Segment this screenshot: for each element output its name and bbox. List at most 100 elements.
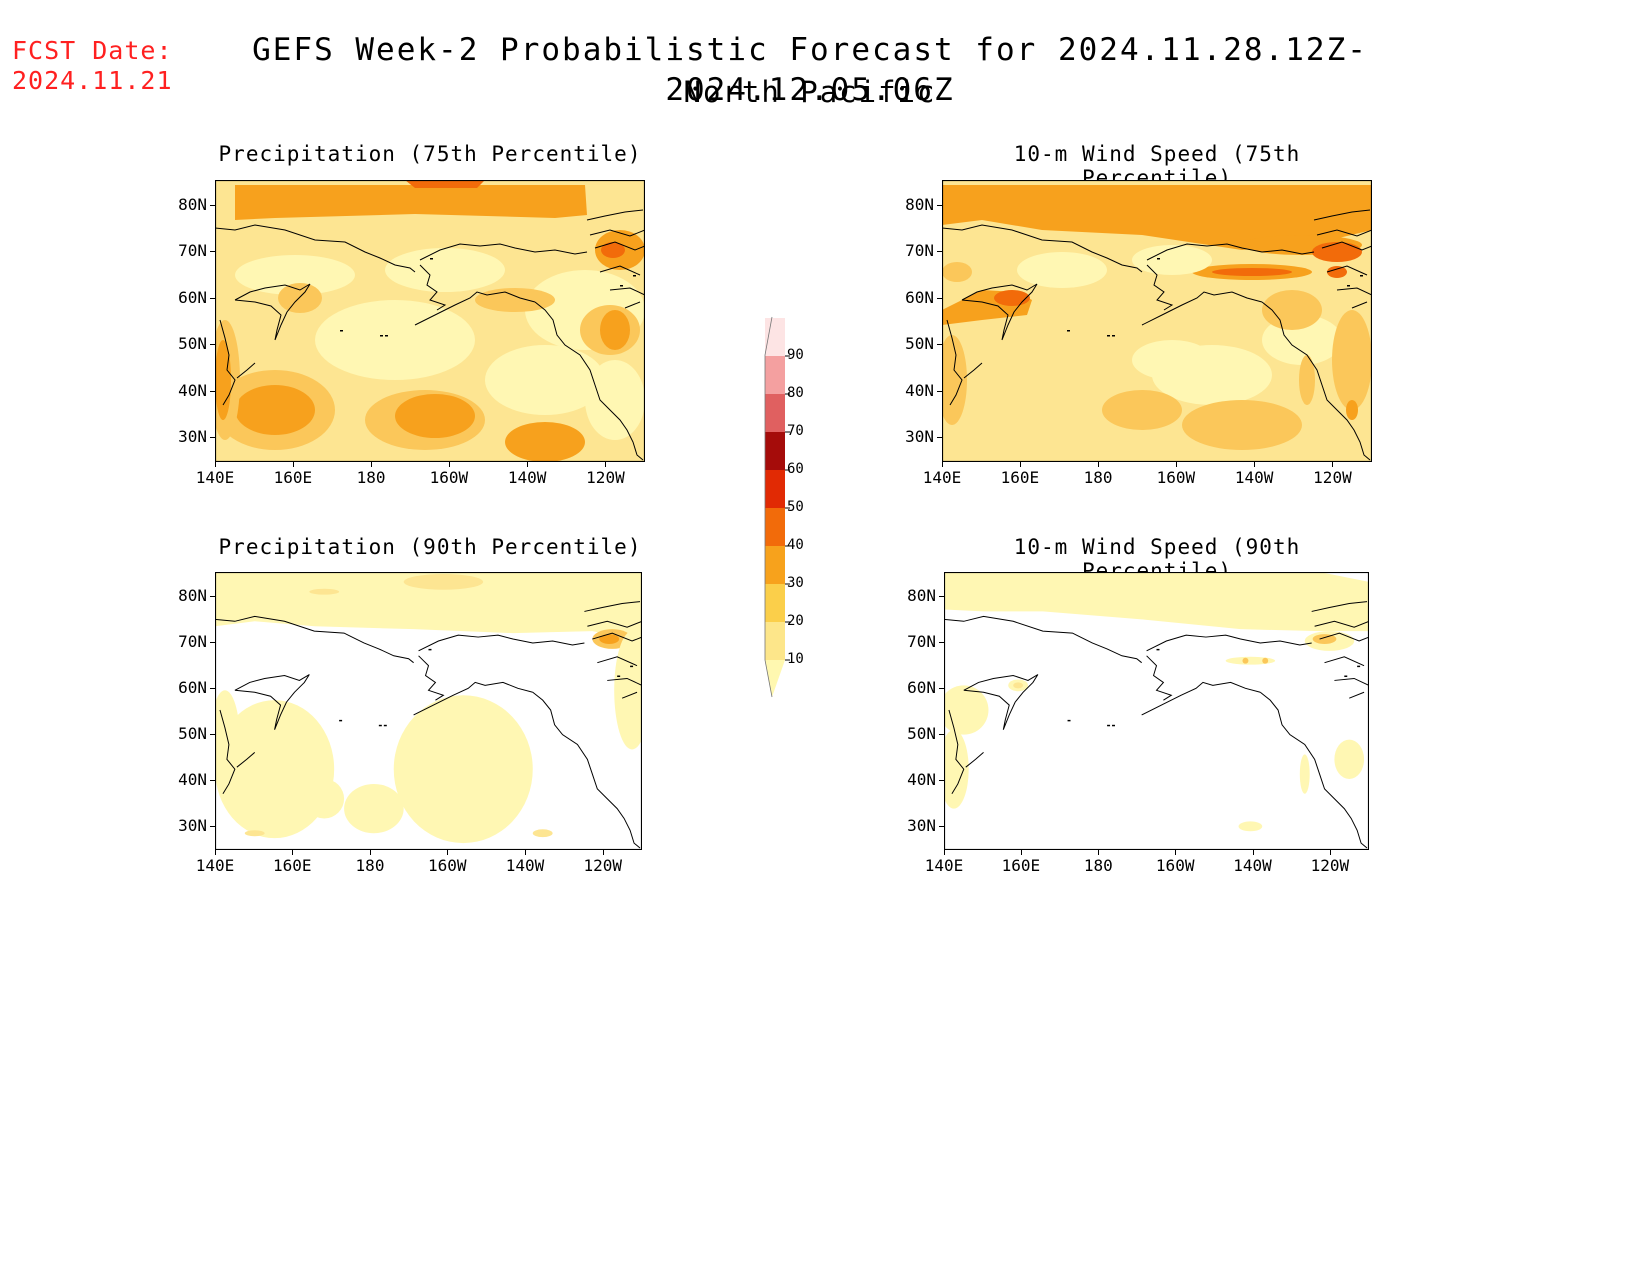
island <box>1067 719 1071 722</box>
coastline <box>1349 691 1365 699</box>
lat-tick-mark <box>939 825 944 827</box>
lat-tick-mark <box>937 437 942 439</box>
island <box>1067 330 1070 332</box>
colorbar <box>764 316 790 698</box>
coastline <box>965 752 984 768</box>
map-wind75 <box>942 180 1372 462</box>
lat-tick-mark <box>939 779 944 781</box>
island <box>339 719 343 722</box>
lat-tick-mark <box>210 344 215 346</box>
region-subtitle: North Pacific <box>683 75 937 109</box>
contour-fill <box>601 242 625 258</box>
lon-tick-mark <box>1098 850 1100 855</box>
coastline <box>414 291 536 326</box>
coastline <box>219 319 236 406</box>
island <box>378 724 382 727</box>
island <box>1157 258 1160 260</box>
lat-tick-label: 50N <box>178 724 207 744</box>
lat-tick-mark <box>210 390 215 392</box>
lat-tick-label: 70N <box>178 241 207 261</box>
contour-fill <box>1299 355 1315 405</box>
lon-tick-label: 120W <box>1310 856 1350 875</box>
contour-fill <box>505 422 585 462</box>
lon-tick-label: 120W <box>586 468 625 487</box>
fcst-date-value: 2024.11.21 <box>12 66 173 95</box>
lon-tick-label: 180 <box>355 856 385 875</box>
lat-tick-label: 30N <box>907 815 936 835</box>
coastline <box>1351 301 1368 309</box>
lon-tick-label: 140E <box>195 468 235 487</box>
contour-fill <box>1312 634 1337 644</box>
contour-fill <box>1132 340 1212 380</box>
lat-tick-label: 30N <box>178 815 207 835</box>
colorbar-level-label: 50 <box>787 499 804 515</box>
island <box>1344 675 1348 677</box>
lat-tick-label: 60N <box>178 678 207 698</box>
coastline <box>1146 634 1312 652</box>
lon-tick-mark <box>602 850 604 855</box>
island <box>1357 665 1361 668</box>
coastline <box>1321 241 1372 251</box>
map-frame <box>944 572 1369 850</box>
contour-fill <box>1299 754 1310 794</box>
lon-tick-label: 180 <box>1083 856 1113 875</box>
island <box>633 275 636 277</box>
coastline <box>418 655 445 701</box>
coastline <box>1311 601 1368 612</box>
contour-fill <box>944 685 989 735</box>
coastline <box>1146 243 1315 261</box>
lat-tick-label: 60N <box>178 287 207 307</box>
island <box>1107 335 1110 337</box>
lon-tick-mark <box>1332 462 1334 467</box>
coastline <box>963 674 1039 730</box>
coastline <box>586 209 644 221</box>
contour-fill <box>1262 290 1322 330</box>
lat-tick-mark <box>939 688 944 690</box>
coastline <box>215 615 414 664</box>
coastline <box>1336 287 1372 296</box>
contour-fill <box>215 700 335 839</box>
main-title: GEFS Week-2 Probabilistic Forecast for 2… <box>252 32 1368 108</box>
coastline <box>1146 264 1174 311</box>
lat-tick-label: 30N <box>905 427 934 447</box>
coastline <box>1316 229 1372 237</box>
island <box>1107 724 1111 727</box>
lat-tick-mark <box>210 688 215 690</box>
coastline <box>1141 291 1263 326</box>
contour-fill <box>1312 242 1362 262</box>
lon-tick-mark <box>215 462 216 467</box>
coastline <box>589 229 645 237</box>
colorbar-level-label: 80 <box>787 385 804 401</box>
contour-fill <box>1013 682 1024 689</box>
map-wind90 <box>944 572 1369 850</box>
contour-fill <box>614 631 642 750</box>
lat-tick-label: 80N <box>178 586 207 606</box>
lon-tick-label: 140W <box>1233 856 1272 875</box>
lon-tick-label: 180 <box>1083 468 1113 487</box>
coastline <box>942 224 1143 273</box>
lat-tick-mark <box>210 204 215 206</box>
lat-tick-label: 60N <box>905 287 934 307</box>
contour-fill <box>600 310 630 350</box>
contour-fill <box>235 255 355 295</box>
coastline <box>419 243 588 261</box>
lon-tick-label: 160E <box>1000 468 1040 487</box>
contour-fill <box>235 185 587 220</box>
lat-tick-label: 80N <box>907 586 936 606</box>
island <box>617 675 621 677</box>
contour-fill <box>485 345 605 415</box>
coastline <box>1334 677 1369 686</box>
lon-tick-label: 160W <box>429 468 469 487</box>
lon-tick-mark <box>1175 850 1177 855</box>
coastline <box>961 283 1038 341</box>
fcst-date-block: FCST Date: 2024.11.21 <box>12 36 173 96</box>
contour-fill <box>1238 821 1263 832</box>
coastline <box>532 691 641 849</box>
coastline <box>946 319 963 406</box>
contour-fill <box>1212 268 1292 276</box>
coastline <box>1324 656 1365 667</box>
coastline <box>1319 632 1369 642</box>
coastline <box>1314 620 1369 628</box>
lon-tick-label: 160W <box>428 856 467 875</box>
colorbar-segment <box>765 394 785 432</box>
